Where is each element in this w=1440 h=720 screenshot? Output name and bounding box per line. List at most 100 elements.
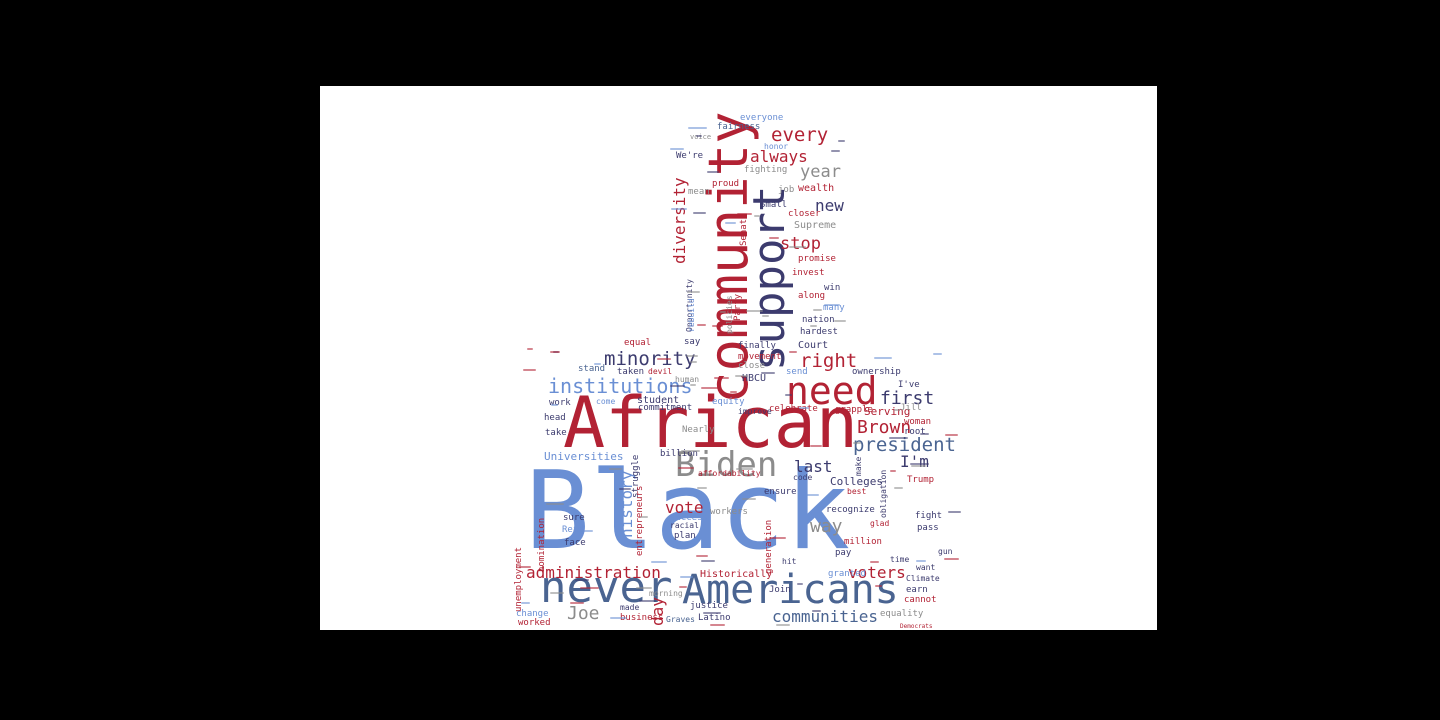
word-plan: plan bbox=[674, 531, 696, 541]
filler-word-mark bbox=[870, 561, 879, 563]
word-hardest: hardest bbox=[800, 327, 838, 337]
filler-word-mark bbox=[762, 315, 769, 317]
word-were: We're bbox=[676, 151, 704, 161]
filler-word-mark bbox=[812, 610, 821, 612]
filler-word-mark bbox=[679, 586, 687, 588]
word-movement: movement bbox=[738, 352, 782, 362]
word-woman: woman bbox=[904, 417, 932, 427]
filler-word-mark bbox=[657, 358, 671, 360]
filler-word-mark bbox=[714, 377, 729, 379]
filler-word-mark bbox=[737, 213, 752, 215]
word-work: work bbox=[549, 398, 571, 408]
word-obligation: obligation bbox=[879, 469, 888, 518]
word-cannot: cannot bbox=[904, 595, 937, 605]
word-fight: fight bbox=[915, 511, 943, 521]
word-fairness: fairness bbox=[717, 122, 761, 132]
word-supreme: Supreme bbox=[794, 220, 837, 231]
word-time: time bbox=[890, 555, 910, 564]
filler-word-mark bbox=[810, 445, 822, 447]
word-rebuild: rebuild bbox=[687, 298, 696, 332]
word-make: make bbox=[854, 456, 863, 476]
filler-word-mark bbox=[651, 561, 667, 563]
filler-word-mark bbox=[712, 325, 723, 327]
filler-word-mark bbox=[693, 212, 706, 214]
filler-word-mark bbox=[688, 127, 707, 129]
filler-word-mark bbox=[707, 171, 719, 173]
filler-word-mark bbox=[550, 592, 564, 594]
filler-word-mark bbox=[725, 222, 736, 224]
filler-word-mark bbox=[546, 503, 564, 505]
word-promise: promise bbox=[798, 254, 836, 264]
word-want: want bbox=[916, 563, 936, 572]
filler-word-mark bbox=[686, 355, 698, 357]
word-celebrate: celebrate bbox=[769, 404, 818, 414]
filler-word-mark bbox=[735, 375, 748, 377]
filler-word-mark bbox=[710, 624, 725, 626]
word-best: best bbox=[847, 487, 867, 496]
word-equal: equal bbox=[624, 338, 652, 348]
word-gun: gun bbox=[938, 547, 953, 556]
word-new: new bbox=[815, 196, 844, 215]
word-human: human bbox=[675, 375, 700, 384]
filler-word-mark bbox=[894, 409, 900, 411]
filler-word-mark bbox=[776, 624, 790, 626]
word-many: many bbox=[823, 303, 845, 313]
word-grapple: grapple bbox=[835, 405, 873, 415]
word-say: say bbox=[684, 337, 701, 347]
filler-word-mark bbox=[720, 311, 726, 313]
filler-word-mark bbox=[742, 498, 756, 500]
word-close: close bbox=[738, 361, 766, 371]
filler-word-mark bbox=[610, 617, 627, 619]
filler-word-mark bbox=[609, 468, 622, 470]
word-wealth: wealth bbox=[798, 183, 835, 194]
filler-word-mark bbox=[619, 488, 631, 490]
word-small: Small bbox=[760, 200, 788, 210]
filler-word-mark bbox=[813, 309, 822, 311]
word-latino: Latino bbox=[698, 613, 731, 623]
filler-word-mark bbox=[696, 135, 702, 137]
word-send: send bbox=[786, 367, 808, 377]
filler-word-mark bbox=[754, 215, 760, 217]
word-fighting: fighting bbox=[744, 165, 788, 175]
filler-word-mark bbox=[948, 511, 961, 513]
word-entrepreneurs: entrepreneurs bbox=[635, 485, 645, 556]
filler-word-mark bbox=[831, 150, 840, 152]
word-pay: pay bbox=[835, 548, 852, 558]
word-graves: Graves bbox=[666, 615, 695, 624]
word-voice: voice bbox=[690, 133, 712, 141]
filler-word-mark bbox=[910, 463, 929, 465]
filler-word-mark bbox=[697, 487, 707, 489]
word-everyone: everyone bbox=[740, 113, 784, 123]
word-generation: generation bbox=[764, 519, 774, 574]
word-root: root bbox=[904, 427, 926, 437]
filler-word-mark bbox=[824, 304, 840, 306]
filler-word-mark bbox=[911, 465, 926, 467]
word-honor: honor bbox=[764, 142, 789, 151]
word-job: job bbox=[778, 185, 795, 195]
word-take: take bbox=[545, 428, 567, 438]
filler-word-mark bbox=[799, 407, 809, 409]
filler-word-mark bbox=[890, 470, 896, 472]
filler-word-mark bbox=[575, 579, 589, 581]
filler-word-mark bbox=[736, 468, 753, 470]
filler-word-mark bbox=[681, 450, 700, 452]
word-right: right bbox=[800, 350, 858, 372]
word-african: African bbox=[563, 382, 859, 464]
word-billion: billion bbox=[660, 449, 698, 459]
word-finally: finally bbox=[738, 341, 776, 351]
word-need: need bbox=[786, 369, 878, 413]
word-face: face bbox=[564, 538, 586, 548]
filler-word-mark bbox=[636, 587, 652, 589]
filler-word-mark bbox=[944, 558, 959, 560]
filler-word-mark bbox=[838, 140, 845, 142]
word-communities: communities bbox=[772, 607, 878, 626]
filler-word-mark bbox=[690, 361, 697, 363]
word-ownership: ownership bbox=[852, 367, 901, 377]
word-granted: granted bbox=[828, 569, 866, 579]
word-worked: worked bbox=[518, 618, 551, 628]
word-closer: closer bbox=[788, 209, 821, 219]
filler-word-mark bbox=[581, 530, 593, 532]
filler-word-mark bbox=[933, 353, 942, 355]
word-morning: morning bbox=[649, 589, 683, 598]
word-always: always bbox=[750, 147, 808, 166]
